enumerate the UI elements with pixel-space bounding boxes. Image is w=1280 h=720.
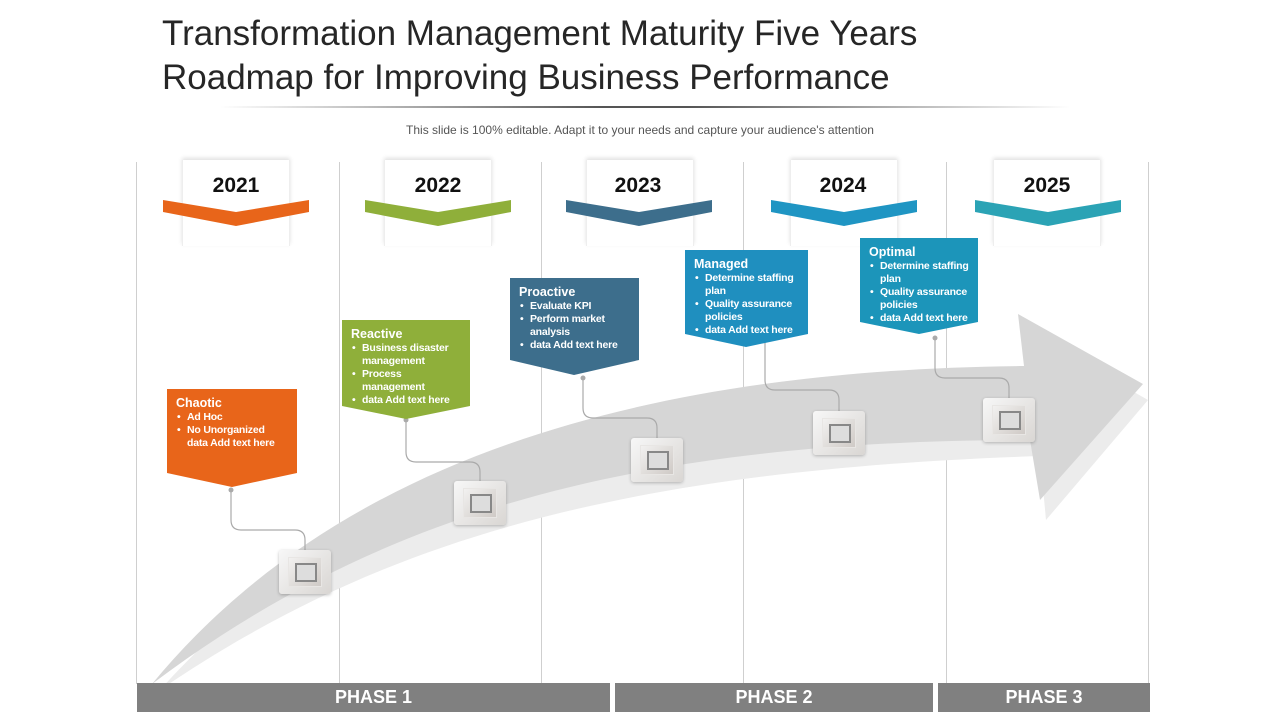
stage-proactive: Proactive Evaluate KPI Perform market an… xyxy=(510,278,639,376)
column-divider xyxy=(1148,162,1149,684)
stage-title: Chaotic xyxy=(176,396,222,410)
stage-title: Reactive xyxy=(351,327,403,341)
year-label-2025: 2025 xyxy=(1023,174,1071,197)
year-label-2022: 2022 xyxy=(414,174,462,197)
stage-reactive: Reactive Business disaster management Pr… xyxy=(342,320,470,420)
square-icon xyxy=(999,411,1021,430)
year-tab-2024 xyxy=(790,160,898,246)
phase-3-bar: PHASE 3 xyxy=(938,683,1150,712)
stage-managed: Managed Determine staffing plan Quality … xyxy=(685,250,808,348)
node-frame xyxy=(992,405,1026,435)
year-label-2024: 2024 xyxy=(819,174,867,197)
node-frame xyxy=(640,445,674,475)
stage-title: Managed xyxy=(694,257,749,271)
column-divider xyxy=(136,162,137,684)
year-tab-2022 xyxy=(384,160,492,246)
milestone-node-2021 xyxy=(279,550,331,594)
title-line-2: Roadmap for Improving Business Performan… xyxy=(162,58,890,97)
stage-title: Proactive xyxy=(519,285,576,299)
stage-chaotic: Chaotic Ad Hoc No Unorganized data Add t… xyxy=(167,389,297,489)
node-frame xyxy=(463,488,497,518)
column-divider xyxy=(339,162,340,684)
year-label-2021: 2021 xyxy=(212,174,260,197)
year-tab-2021 xyxy=(182,160,290,246)
year-tab-2023 xyxy=(586,160,694,246)
phase-2-bar: PHASE 2 xyxy=(615,683,933,712)
stage-bullet: Ad Hoc xyxy=(176,411,297,424)
stage-bullet: data Add text here xyxy=(869,312,977,325)
subtitle: This slide is 100% editable. Adapt it to… xyxy=(406,123,874,137)
milestone-node-2024 xyxy=(813,411,865,455)
stage-bullet: data Add text here xyxy=(694,324,804,337)
chevron-2024-icon xyxy=(771,200,917,226)
year-tab-2025 xyxy=(993,160,1101,246)
slide-title: Transformation Management Maturity Five … xyxy=(162,12,1062,100)
chevron-2023-icon xyxy=(566,200,712,226)
stage-bullet: Determine staffing plan xyxy=(694,272,804,298)
square-icon xyxy=(470,494,492,513)
square-icon xyxy=(647,451,669,470)
chevron-2022-icon xyxy=(365,200,511,226)
stage-bullet: data Add text here xyxy=(519,339,631,352)
milestone-node-2025 xyxy=(983,398,1035,442)
milestone-node-2022 xyxy=(454,481,506,525)
stage-bullet: Process management xyxy=(351,368,463,394)
stage-bullet: No Unorganized data Add text here xyxy=(176,424,288,450)
title-line-1: Transformation Management Maturity Five … xyxy=(162,14,918,53)
chevron-2025-icon xyxy=(975,200,1121,226)
square-icon xyxy=(829,424,851,443)
stage-bullet: Business disaster management xyxy=(351,342,463,368)
stage-bullet: Determine staffing plan xyxy=(869,260,977,286)
square-icon xyxy=(295,563,317,582)
node-frame xyxy=(288,557,322,587)
milestone-node-2023 xyxy=(631,438,683,482)
title-divider xyxy=(220,106,1070,108)
stage-bullet: data Add text here xyxy=(351,394,463,407)
stage-bullet: Evaluate KPI xyxy=(519,300,631,313)
stage-bullet: Quality assurance policies xyxy=(694,298,804,324)
year-label-2023: 2023 xyxy=(614,174,662,197)
node-frame xyxy=(822,418,856,448)
stage-bullet: Quality assurance policies xyxy=(869,286,977,312)
stage-title: Optimal xyxy=(869,245,916,259)
phase-1-bar: PHASE 1 xyxy=(137,683,610,712)
column-divider xyxy=(541,162,542,684)
chevron-2021-icon xyxy=(163,200,309,226)
stage-optimal: Optimal Determine staffing plan Quality … xyxy=(860,238,978,335)
stage-bullet: Perform market analysis xyxy=(519,313,631,339)
